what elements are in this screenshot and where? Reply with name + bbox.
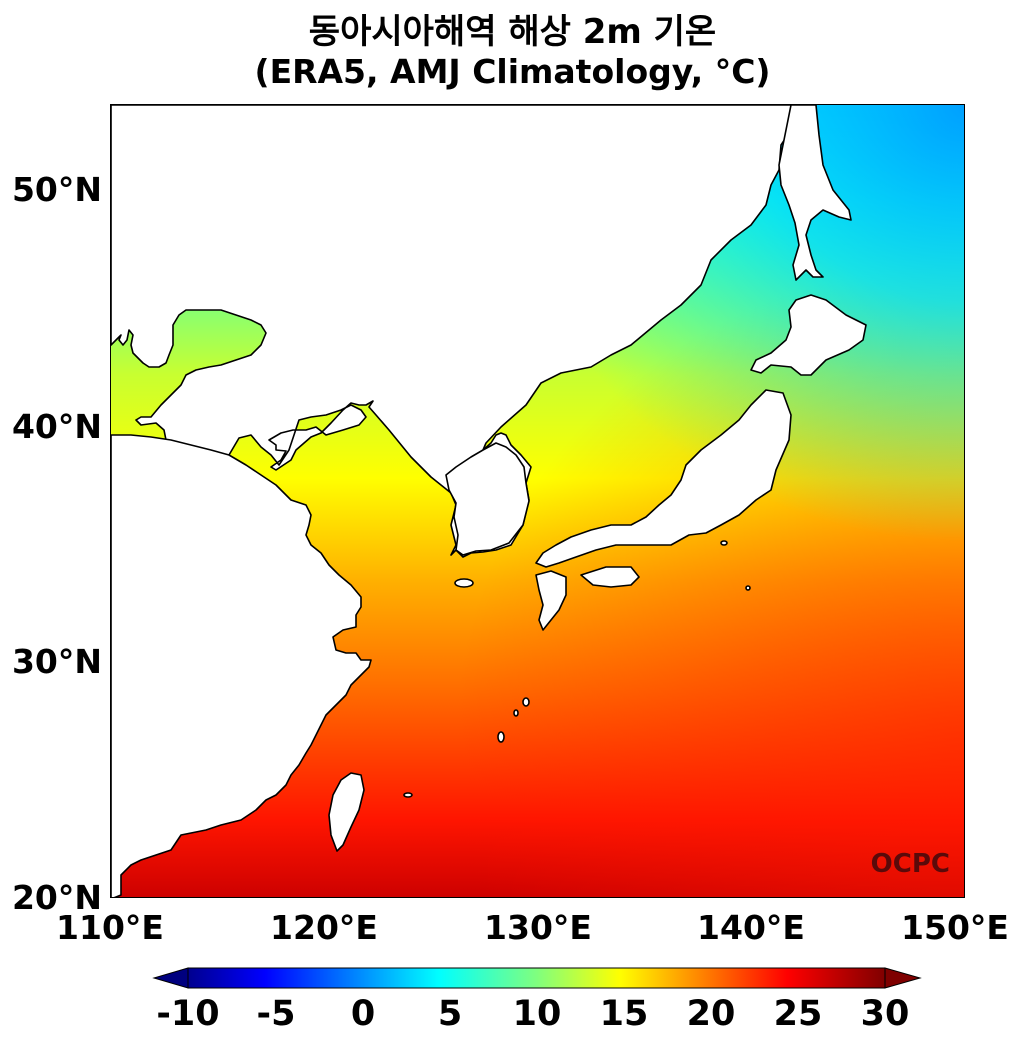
figure-title-line1: 동아시아해역 해상 2m 기온 (308, 12, 717, 52)
colorbar-tick-neg10: -10 (156, 994, 220, 1034)
korea-land (445, 442, 530, 556)
colorbar-tick-0: 0 (350, 994, 376, 1034)
x-tick-140e: 140°E (697, 908, 805, 947)
ryukyu-island-1 (497, 731, 505, 743)
izu-island (745, 585, 751, 591)
x-tick-150e: 150°E (901, 908, 1009, 947)
figure-title-line2: (ERA5, AMJ Climatology, °C) (254, 52, 771, 91)
jeju-land (454, 578, 474, 588)
x-tick-110e: 110°E (56, 908, 164, 947)
y-tick-50n: 50°N (11, 170, 102, 209)
colorbar-tick-25: 25 (773, 994, 823, 1034)
y-tick-30n: 30°N (11, 642, 102, 681)
south-china-land (111, 434, 372, 897)
taiwan-land (328, 772, 365, 852)
ocpc-watermark: OCPC (870, 849, 950, 879)
ryukyu-island-3 (513, 709, 519, 717)
x-tick-120e: 120°E (270, 908, 378, 947)
kyushu-land (535, 570, 567, 631)
colorbar-tick-5: 5 (437, 994, 463, 1034)
hokkaido-land (750, 294, 867, 376)
ryukyu-island-2 (522, 697, 530, 707)
y-tick-40n: 40°N (11, 407, 102, 446)
y-tick-20n: 20°N (11, 878, 102, 917)
honshu-land (535, 389, 792, 568)
colorbar-tick-neg5: -5 (256, 994, 296, 1034)
hainan-coast-island (403, 792, 413, 798)
sado-land (720, 540, 728, 546)
map-panel: OCPC (110, 104, 965, 898)
mainland-land (111, 105, 792, 558)
colorbar-tick-30: 30 (860, 994, 910, 1034)
x-tick-130e: 130°E (484, 908, 592, 947)
colorbar-tick-10: 10 (512, 994, 562, 1034)
colorbar-tick-15: 15 (599, 994, 649, 1034)
shikoku-land (580, 566, 640, 588)
colorbar-tick-20: 20 (686, 994, 736, 1034)
sakhalin-land (778, 105, 852, 281)
colorbar (152, 967, 922, 989)
temperature-map (111, 105, 964, 897)
